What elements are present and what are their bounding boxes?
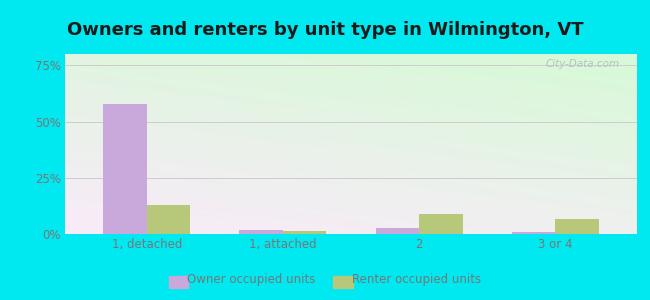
Text: City-Data.com: City-Data.com [546,59,620,69]
Bar [103,103,147,234]
Bar [376,228,419,234]
Bar [147,205,190,234]
Bar [283,231,326,234]
Bar [512,232,555,234]
Bar [555,219,599,234]
Legend: Owner occupied units, Renter occupied units: Owner occupied units, Renter occupied un… [164,269,486,291]
Text: Owners and renters by unit type in Wilmington, VT: Owners and renters by unit type in Wilmi… [67,21,583,39]
Bar [419,214,463,234]
Bar [239,230,283,234]
